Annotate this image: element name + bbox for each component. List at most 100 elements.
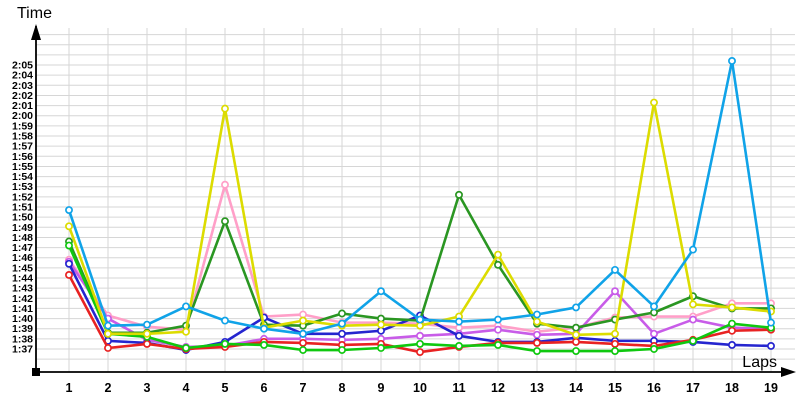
y-tick-label: 1:51	[12, 202, 33, 214]
data-point-bright-green	[650, 345, 658, 353]
data-point-sky-blue	[377, 287, 385, 296]
data-point-yellow	[104, 329, 112, 338]
data-point-navy-blue	[65, 259, 73, 268]
x-tick-label: 17	[686, 381, 700, 395]
y-tick-label: 2:02	[12, 90, 33, 102]
data-point-red	[611, 339, 619, 348]
x-axis-arrow	[781, 367, 796, 377]
data-point-yellow	[650, 98, 658, 107]
data-point-yellow	[299, 316, 307, 325]
data-point-sky-blue	[767, 318, 775, 327]
data-point-yellow	[65, 222, 73, 231]
x-tick-label: 11	[452, 381, 465, 395]
y-tick-label: 1:39	[12, 323, 33, 335]
y-tick-label: 1:48	[12, 232, 33, 244]
data-point-dark-green	[455, 190, 463, 199]
y-axis-title: Time	[17, 5, 52, 22]
data-point-bright-green	[572, 347, 580, 355]
y-tick-label: 1:50	[12, 212, 33, 224]
x-tick-label: 8	[339, 381, 346, 395]
data-point-red	[416, 348, 424, 356]
data-point-yellow	[143, 329, 151, 338]
x-tick-label: 14	[569, 381, 583, 395]
data-point-yellow	[689, 300, 697, 309]
y-tick-label: 2:05	[12, 60, 33, 72]
data-point-sky-blue	[572, 303, 580, 312]
data-point-sky-blue	[65, 206, 73, 215]
y-tick-label: 1:40	[12, 313, 33, 325]
x-tick-label: 7	[300, 381, 307, 395]
data-point-yellow	[728, 303, 736, 312]
data-point-yellow	[611, 329, 619, 338]
data-point-bright-green	[533, 347, 541, 355]
data-point-pink	[221, 180, 229, 189]
data-point-bright-green	[260, 340, 268, 349]
y-tick-label: 1:45	[12, 262, 33, 274]
data-point-dark-green	[572, 323, 580, 332]
data-point-yellow	[494, 250, 502, 259]
y-tick-label: 1:47	[12, 242, 33, 254]
y-tick-label: 1:57	[12, 141, 33, 153]
data-point-yellow	[221, 104, 229, 113]
y-tick-label: 1:59	[12, 120, 33, 132]
data-point-red	[728, 326, 736, 335]
data-point-violet	[416, 331, 424, 340]
data-point-bright-green	[299, 346, 307, 354]
data-point-bright-green	[221, 339, 229, 348]
y-tick-label: 1:55	[12, 161, 33, 173]
data-point-bright-green	[338, 346, 346, 354]
data-point-yellow	[533, 317, 541, 326]
data-point-bright-green	[494, 340, 502, 349]
data-point-dark-green	[494, 260, 502, 269]
y-tick-label: 1:54	[12, 171, 33, 183]
x-tick-label: 1	[66, 381, 73, 395]
x-tick-label: 18	[725, 381, 739, 395]
y-tick-label: 1:41	[12, 303, 33, 315]
x-tick-label: 3	[144, 381, 151, 395]
data-point-navy-blue	[728, 340, 736, 349]
data-point-yellow	[182, 327, 190, 336]
x-tick-label: 9	[378, 381, 385, 395]
data-point-sky-blue	[533, 310, 541, 319]
data-point-red	[299, 338, 307, 347]
y-tick-label: 1:42	[12, 293, 33, 305]
data-point-yellow	[377, 320, 385, 329]
origin-marker	[32, 368, 40, 376]
y-tick-label: 1:53	[12, 181, 33, 193]
y-tick-label: 1:37	[12, 344, 33, 356]
data-point-violet	[689, 315, 697, 324]
data-point-bright-green	[689, 336, 697, 345]
data-point-sky-blue	[455, 317, 463, 326]
data-point-bright-green	[65, 241, 73, 250]
data-point-violet	[611, 287, 619, 296]
data-point-red	[104, 344, 112, 352]
data-point-navy-blue	[767, 342, 775, 350]
y-tick-label: 1:56	[12, 151, 33, 163]
y-tick-label: 2:01	[12, 100, 33, 112]
data-point-bright-green	[377, 344, 385, 352]
data-point-sky-blue	[143, 320, 151, 329]
x-tick-label: 4	[183, 381, 190, 395]
y-tick-label: 1:44	[12, 273, 33, 285]
data-point-bright-green	[611, 347, 619, 355]
y-tick-label: 1:49	[12, 222, 33, 234]
x-tick-label: 19	[764, 381, 778, 395]
data-point-red	[65, 271, 73, 279]
x-tick-label: 13	[530, 381, 544, 395]
x-tick-label: 10	[413, 381, 427, 395]
x-tick-label: 15	[608, 381, 622, 395]
y-axis-arrow	[31, 24, 41, 40]
data-point-bright-green	[416, 339, 424, 348]
data-point-navy-blue	[338, 329, 346, 338]
data-point-red	[533, 338, 541, 347]
data-point-sky-blue	[728, 57, 736, 65]
data-point-dark-green	[221, 217, 229, 226]
x-tick-label: 16	[647, 381, 661, 395]
data-point-sky-blue	[338, 319, 346, 328]
data-point-navy-blue	[455, 331, 463, 340]
data-point-violet	[533, 330, 541, 339]
data-point-sky-blue	[611, 265, 619, 274]
data-point-sky-blue	[299, 329, 307, 338]
